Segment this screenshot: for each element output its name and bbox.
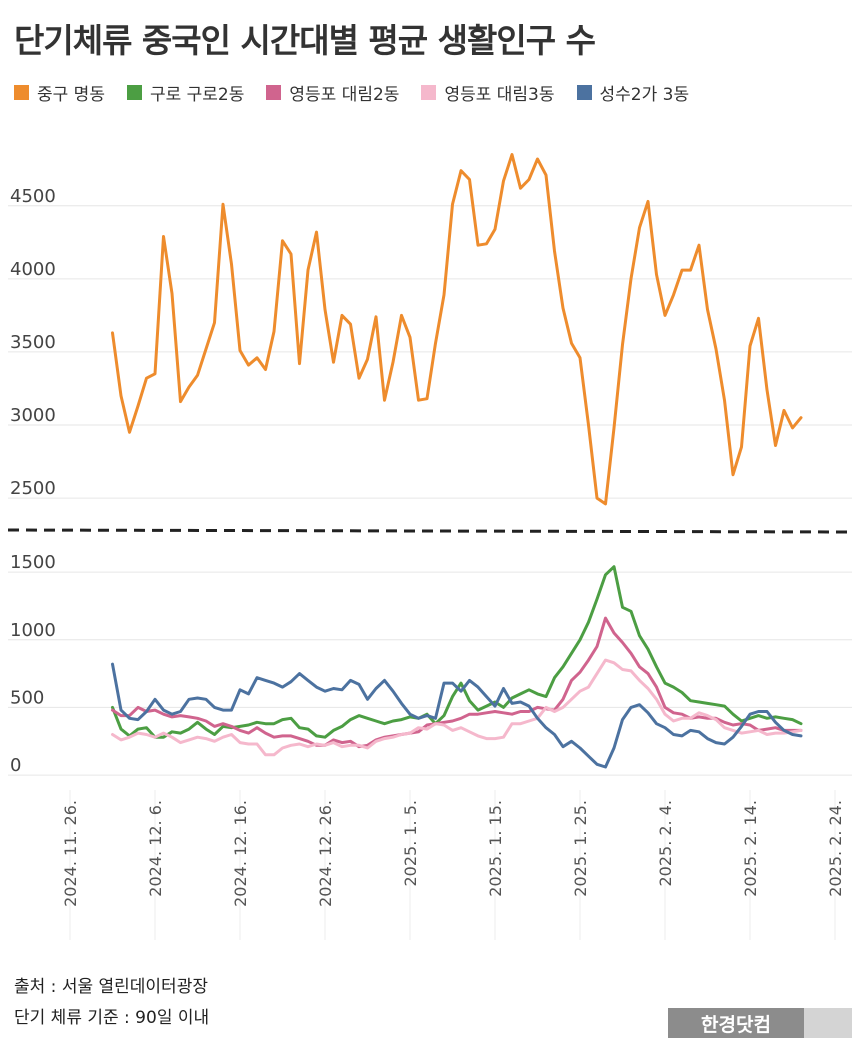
legend-label: 영등포 대림2동 [289, 85, 400, 105]
y-tick-label: 0 [10, 755, 21, 776]
legend: 중구 명동 구로 구로2동 영등포 대림2동 영등포 대림3동 성수2가 3동 [14, 80, 689, 105]
legend-swatch [421, 85, 437, 100]
legend-swatch [126, 85, 142, 100]
x-tick-label: 2025. 1. 25. [571, 800, 590, 897]
legend-swatch [576, 85, 592, 100]
series-line [111, 565, 803, 739]
legend-item-daerim2: 영등포 대림2동 [266, 80, 399, 105]
chart-title: 단기체류 중국인 시간대별 평균 생활인구 수 [14, 21, 596, 60]
logo-block [804, 1008, 852, 1038]
x-tick-label: 2025. 2. 24. [826, 800, 845, 897]
x-tick-label: 2024. 11. 26. [61, 800, 80, 907]
source-note: 출처 : 서울 열린데이터광장 [14, 977, 208, 997]
x-tick-label: 2025. 1. 5. [401, 800, 420, 887]
series-line [111, 658, 803, 757]
legend-label: 성수2가 3동 [599, 85, 690, 105]
x-tick-label: 2025. 1. 15. [486, 800, 505, 897]
logo-text: 한경닷컴 [668, 1008, 804, 1038]
x-tick-label: 2025. 2. 14. [741, 800, 760, 897]
legend-swatch [266, 85, 282, 100]
y-tick-label: 500 [10, 687, 44, 708]
series-line [111, 662, 803, 769]
x-tick-label: 2024. 12. 16. [231, 800, 250, 907]
x-tick-label: 2024. 12. 6. [146, 800, 165, 897]
y-tick-label: 3500 [10, 332, 56, 353]
line-chart: 2500 3000 3500 4000 4500 0 500 1000 1500 2024. 11… [7, 153, 853, 940]
definition-note: 단기 체류 기준 : 90일 이내 [14, 1008, 210, 1028]
legend-item-daerim3: 영등포 대림3동 [421, 80, 555, 105]
x-tick-label: 2025. 2. 4. [656, 800, 675, 887]
panel-divider [7, 528, 853, 534]
y-tick-label: 2500 [10, 478, 56, 499]
legend-label: 영등포 대림3동 [444, 85, 555, 105]
legend-label: 중구 명동 [37, 85, 105, 105]
publisher-logo: 한경닷컴 [668, 1008, 852, 1038]
x-tick-label: 2024. 12. 26. [316, 800, 335, 907]
y-tick-label: 3000 [10, 405, 56, 426]
series-line [111, 616, 803, 749]
legend-item-guro2: 구로 구로2동 [126, 80, 245, 105]
legend-item-myeongdong: 중구 명동 [14, 80, 105, 105]
series-line [111, 153, 803, 506]
y-tick-label: 4000 [10, 259, 56, 280]
legend-item-seongsu: 성수2가 3동 [576, 80, 690, 105]
legend-swatch [14, 85, 29, 100]
y-tick-label: 1500 [10, 552, 56, 573]
legend-label: 구로 구로2동 [149, 85, 245, 105]
y-tick-label: 4500 [10, 186, 56, 207]
y-tick-label: 1000 [10, 620, 56, 641]
